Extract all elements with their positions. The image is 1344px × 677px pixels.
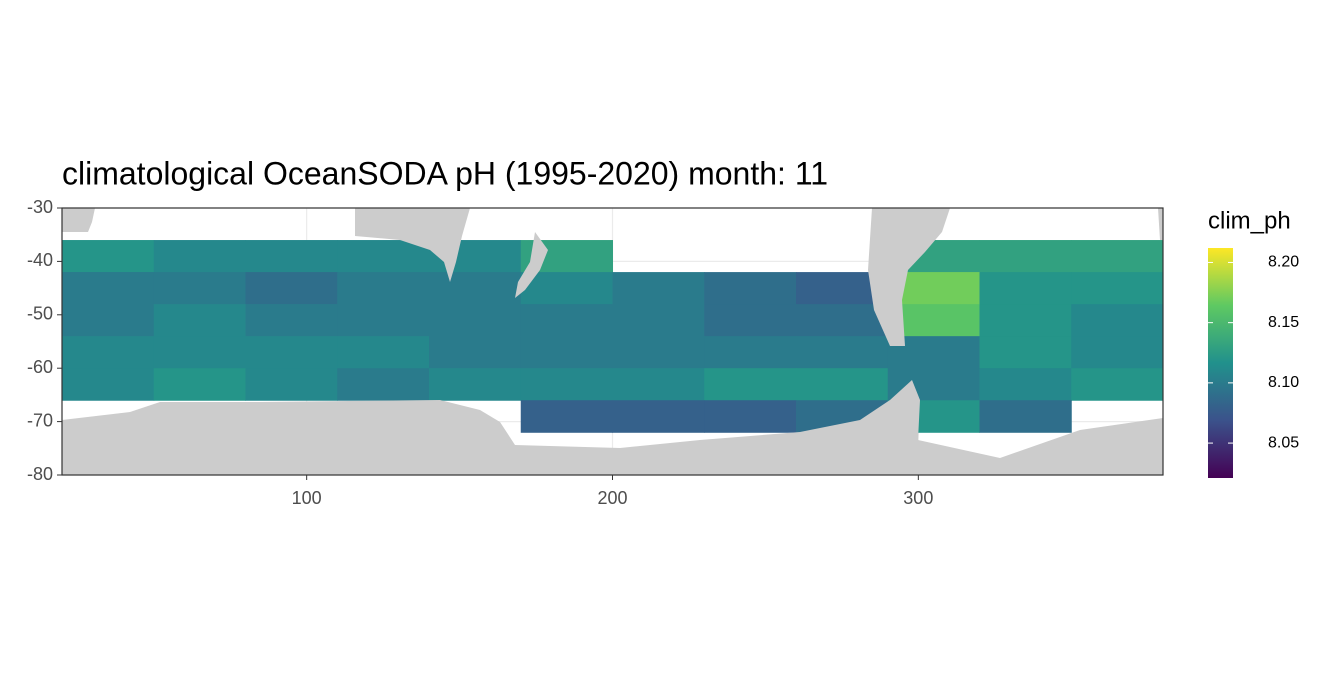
land-south-america: [868, 208, 950, 346]
raster-cell: [704, 368, 797, 401]
y-tick-label: -30: [27, 197, 53, 217]
raster-cell: [337, 304, 430, 337]
x-tick-label: 200: [597, 488, 627, 508]
raster-cell: [979, 240, 1072, 273]
raster-cell: [245, 304, 338, 337]
raster-cell: [153, 304, 246, 337]
raster-cell: [62, 272, 155, 305]
raster-cell: [612, 400, 705, 433]
y-tick-label: -40: [27, 250, 53, 270]
legend: 8.05 8.10 8.15 8.20: [1208, 254, 1299, 451]
raster-cell: [337, 368, 430, 401]
y-tick-label: -60: [27, 357, 53, 377]
land: [62, 208, 1163, 475]
colorbar: [1208, 248, 1233, 478]
raster-cell: [429, 272, 522, 305]
raster-cell: [153, 368, 246, 401]
raster-cell: [245, 272, 338, 305]
raster-cell: [1071, 336, 1163, 369]
raster-cell: [337, 272, 430, 305]
x-tick-label: 100: [292, 488, 322, 508]
raster-cell: [429, 368, 522, 401]
land-antarctica: [62, 380, 1163, 475]
chart-title: climatological OceanSODA pH (1995-2020) …: [62, 155, 828, 191]
raster-cell: [979, 304, 1072, 337]
raster-cell: [62, 336, 155, 369]
raster-cell: [62, 368, 155, 401]
raster-cell: [337, 240, 430, 273]
raster-cell: [429, 304, 522, 337]
raster-cell: [520, 336, 613, 369]
land-africa-east: [1158, 208, 1163, 240]
legend-tick-label: 8.10: [1268, 374, 1299, 391]
raster-cell: [429, 336, 522, 369]
legend-tick-label: 8.05: [1268, 434, 1299, 451]
raster-cell: [245, 336, 338, 369]
x-tick-label: 300: [903, 488, 933, 508]
legend-title: clim_ph: [1208, 207, 1291, 234]
y-tick-label: -70: [27, 410, 53, 430]
raster-cell: [704, 304, 797, 337]
raster-cell: [1071, 304, 1163, 337]
raster-cell: [153, 336, 246, 369]
raster-cell: [153, 240, 246, 273]
raster-cell: [612, 272, 705, 305]
legend-tick-label: 8.15: [1268, 314, 1299, 331]
y-tick-label: -50: [27, 304, 53, 324]
raster-cell: [612, 336, 705, 369]
raster-cell: [1071, 368, 1163, 401]
raster-cell: [1071, 240, 1163, 273]
land-australia: [355, 208, 470, 282]
raster-cell: [520, 368, 613, 401]
y-tick-label: -80: [27, 464, 53, 484]
raster-cell: [62, 240, 155, 273]
raster-cell: [796, 336, 889, 369]
legend-tick-label: 8.20: [1268, 254, 1299, 271]
raster-cell: [612, 368, 705, 401]
raster-cell: [153, 272, 246, 305]
raster-cell: [704, 400, 797, 433]
raster-cell: [612, 304, 705, 337]
raster-cell: [337, 336, 430, 369]
raster-cell: [245, 240, 338, 273]
raster-cell: [796, 368, 889, 401]
raster-cell: [796, 304, 889, 337]
axes: 100 200 300 -30 -40 -50 -60 -70 -80: [27, 197, 933, 508]
raster-cell: [520, 304, 613, 337]
raster-cell: [520, 400, 613, 433]
raster-cell: [62, 304, 155, 337]
raster-cell: [979, 400, 1072, 433]
raster-cell: [520, 272, 613, 305]
land-africa: [62, 208, 95, 232]
raster-cell: [1071, 272, 1163, 305]
raster: [62, 240, 1163, 433]
raster-cell: [245, 368, 338, 401]
raster-cell: [704, 336, 797, 369]
raster-cell: [979, 336, 1072, 369]
raster-cell: [979, 272, 1072, 305]
raster-cell: [704, 272, 797, 305]
land-new-zealand: [515, 232, 548, 298]
raster-cell: [979, 368, 1072, 401]
